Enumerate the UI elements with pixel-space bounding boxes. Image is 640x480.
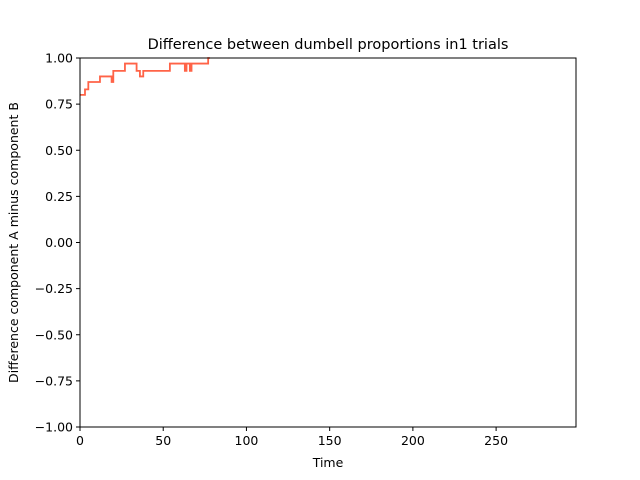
y-axis: 1.00 0.75 0.50 0.25 0.00 −0.25 −0.50 −0.75 −1.00 <box>35 51 80 435</box>
y-axis-label: Difference component A minus component B <box>6 102 21 383</box>
x-axis-label: Time <box>312 455 344 470</box>
x-tick-label: 200 <box>401 433 425 448</box>
chart-title: Difference between dumbell proportions i… <box>148 37 509 53</box>
y-tick-label: 0.00 <box>45 235 73 250</box>
y-tick-label: −0.50 <box>35 327 73 342</box>
y-tick-label: 0.75 <box>45 97 73 112</box>
y-tick-label: −0.75 <box>35 373 73 388</box>
x-tick-label: 0 <box>76 433 84 448</box>
x-axis: 0 50 100 150 200 250 <box>76 427 508 448</box>
series-line <box>80 57 210 96</box>
x-tick-label: 100 <box>235 433 259 448</box>
x-tick-label: 150 <box>318 433 342 448</box>
y-tick-label: −1.00 <box>35 420 73 435</box>
axes-frame <box>79 57 577 428</box>
y-tick-label: 0.50 <box>45 143 73 158</box>
plot-area <box>80 57 210 96</box>
y-tick-label: −0.25 <box>35 281 73 296</box>
x-tick-label: 50 <box>155 433 171 448</box>
y-tick-label: 1.00 <box>45 51 73 66</box>
x-tick-label: 250 <box>484 433 508 448</box>
y-tick-label: 0.25 <box>45 189 73 204</box>
